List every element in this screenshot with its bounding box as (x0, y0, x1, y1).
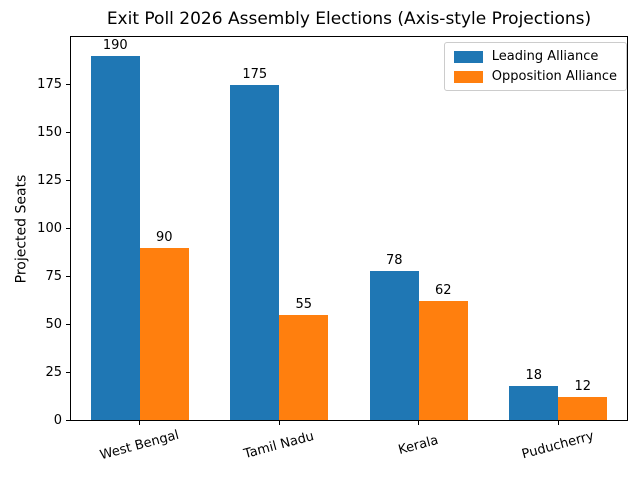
bar-value-label: 190 (102, 38, 128, 54)
y-tick-mark (66, 132, 70, 134)
x-tick-mark (139, 421, 141, 425)
bar-value-label: 175 (242, 66, 268, 82)
bar-value-label: 78 (385, 252, 403, 268)
y-tick-mark (66, 419, 70, 421)
plot-area (70, 36, 628, 421)
bar-opposition-alliance (279, 314, 329, 420)
x-tick-label-text: Puducherry (520, 428, 596, 463)
bar-opposition-alliance (139, 247, 189, 420)
x-tick-mark (418, 421, 420, 425)
chart-title: Exit Poll 2026 Assembly Elections (Axis-… (106, 9, 592, 29)
y-tick-label: 125 (37, 173, 62, 189)
legend-swatch-leading-alliance (453, 50, 483, 63)
y-tick-label: 175 (37, 77, 62, 93)
y-tick-label: 0 (53, 412, 62, 428)
x-tick-label-text: Tamil Nadu (242, 428, 316, 463)
legend-swatch-opposition-alliance (453, 70, 483, 83)
bar-leading-alliance (509, 385, 559, 420)
y-tick-mark (66, 275, 70, 277)
legend-label-leading-alliance: Leading Alliance (491, 49, 599, 64)
bar-value-label: 90 (155, 229, 173, 245)
bar-value-label: 18 (525, 367, 543, 383)
y-tick-label: 75 (45, 268, 62, 284)
bar-leading-alliance (369, 270, 419, 420)
y-tick-label: 150 (37, 125, 62, 141)
bar-opposition-alliance (558, 397, 608, 420)
bar-value-label: 12 (574, 379, 592, 395)
bar-leading-alliance (230, 84, 280, 420)
legend-label-opposition-alliance: Opposition Alliance (491, 69, 617, 84)
bar-value-label: 62 (434, 283, 452, 299)
bar-leading-alliance (90, 56, 140, 420)
x-tick-label-text: Kerala (397, 432, 441, 459)
legend-item-opposition-alliance: Opposition Alliance (453, 69, 617, 84)
y-tick-mark (66, 371, 70, 373)
x-tick-label: Puducherry (458, 429, 640, 463)
y-tick-mark (66, 323, 70, 325)
x-tick-mark (557, 421, 559, 425)
bar-value-label: 55 (295, 296, 313, 312)
y-tick-mark (66, 228, 70, 229)
y-tick-label: 100 (37, 221, 62, 236)
x-tick-mark (278, 421, 280, 425)
legend: Leading Alliance Opposition Alliance (443, 42, 627, 91)
y-tick-mark (66, 84, 70, 86)
bar-opposition-alliance (418, 301, 468, 420)
x-tick-label-text: West Bengal (98, 427, 181, 464)
y-tick-mark (66, 180, 70, 182)
y-tick-label: 50 (45, 316, 62, 332)
legend-item-leading-alliance: Leading Alliance (453, 49, 617, 64)
y-tick-label: 25 (45, 364, 62, 380)
